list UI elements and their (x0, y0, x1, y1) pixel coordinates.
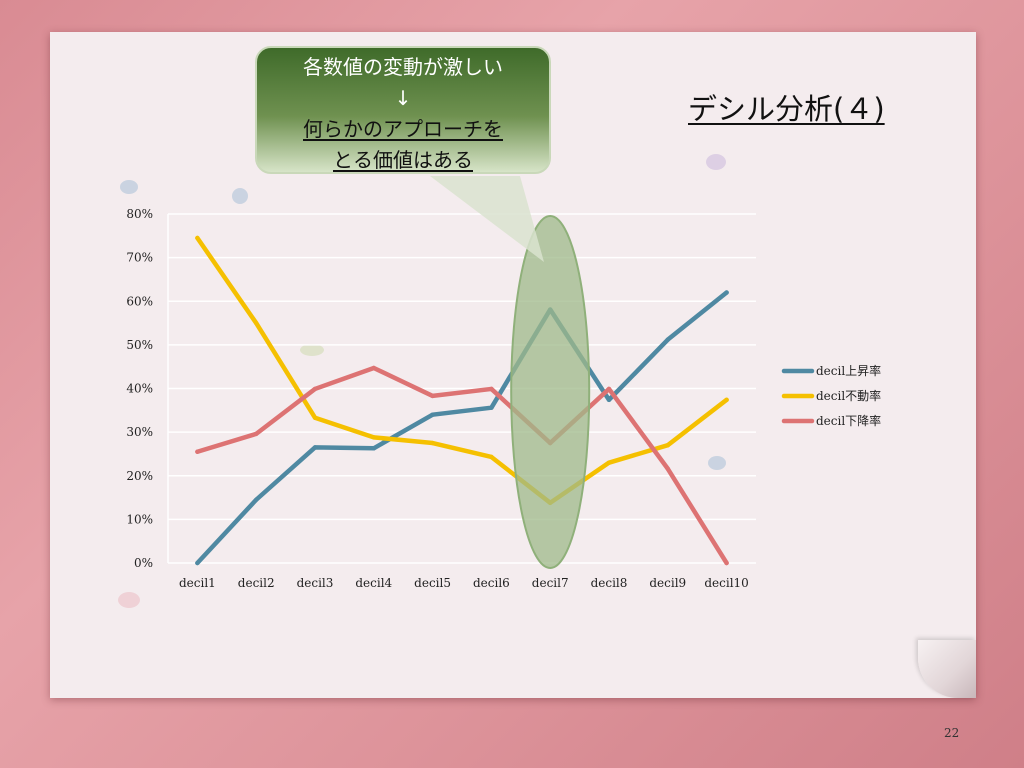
x-tick-label: decil5 (414, 576, 451, 590)
highlight-ellipse (510, 215, 591, 569)
y-tick-label: 20% (126, 469, 153, 483)
series-line (195, 290, 729, 566)
series-point (489, 386, 494, 392)
callout-box: 各数値の変動が激しい ↓ 何らかのアプローチを とる価値はある (255, 46, 551, 174)
callout-line-3: 何らかのアプローチを (303, 117, 503, 141)
series-point (606, 460, 612, 465)
callout-arrow: ↓ (394, 86, 412, 110)
series-point (254, 431, 259, 437)
chart-series (195, 235, 729, 566)
paint-splash (706, 154, 726, 170)
paint-splash (232, 188, 248, 204)
chart-legend: decil上昇率 decil不動率 decil下降率 (781, 363, 881, 428)
x-tick-label: decil2 (238, 576, 275, 590)
legend-label: decil下降率 (816, 413, 881, 428)
series-point (195, 449, 200, 454)
y-tick-label: 70% (126, 251, 153, 265)
y-tick-label: 40% (126, 382, 153, 396)
series-point (195, 560, 200, 566)
y-tick-label: 80% (126, 207, 153, 221)
callout-line-4: とる価値はある (333, 148, 473, 172)
paint-splash (708, 456, 726, 470)
series-point (371, 365, 376, 371)
callout-line-1: 各数値の変動が激しい (303, 55, 503, 79)
series-point (312, 415, 318, 420)
y-tick-label: 30% (126, 425, 153, 439)
series-point (606, 397, 612, 403)
x-tick-label: decil3 (297, 576, 334, 590)
series-point (371, 446, 376, 451)
series-point (195, 235, 200, 241)
y-tick-label: 10% (126, 512, 153, 526)
series-point (606, 386, 612, 392)
y-tick-label: 60% (126, 294, 153, 308)
legend-label: decil不動率 (816, 388, 881, 403)
x-axis-ticks: decil1 decil2 decil3 decil4 decil5 decil6 deci… (179, 576, 749, 590)
series-point (665, 337, 670, 342)
series-point (430, 412, 435, 417)
page-number: 22 (944, 726, 960, 740)
series-point (724, 290, 729, 295)
series-point (430, 440, 435, 446)
y-axis-ticks: 0% 10% 20% 30% 40% 50% 60% 70% 80% (126, 207, 153, 570)
x-tick-label: decil1 (179, 576, 216, 590)
series-line (195, 235, 729, 506)
x-tick-label: decil6 (473, 576, 510, 590)
series-point (430, 393, 435, 399)
series-point (724, 560, 729, 566)
paint-splash (120, 180, 138, 194)
x-tick-label: decil9 (649, 576, 686, 590)
slide-title: デシル分析(４) (688, 92, 885, 126)
series-point (254, 497, 259, 502)
chart-grid (167, 213, 756, 564)
series-point (489, 405, 494, 410)
y-tick-label: 0% (134, 556, 153, 570)
x-tick-label: decil4 (355, 576, 392, 590)
series-point (371, 435, 376, 440)
paint-splash (118, 592, 140, 608)
series-point (312, 386, 318, 392)
x-tick-label: decil8 (591, 576, 628, 590)
series-point (665, 443, 670, 448)
series-point (312, 445, 318, 450)
series-point (489, 454, 494, 460)
series-point (665, 466, 670, 471)
series-line (195, 365, 729, 566)
legend-label: decil上昇率 (816, 363, 881, 378)
x-tick-label: decil10 (704, 576, 748, 590)
callout-pointer (430, 176, 544, 262)
x-tick-label: decil7 (532, 576, 569, 590)
series-point (254, 320, 259, 326)
paint-splash (300, 344, 324, 356)
series-point (724, 397, 729, 403)
y-tick-label: 50% (126, 338, 153, 352)
